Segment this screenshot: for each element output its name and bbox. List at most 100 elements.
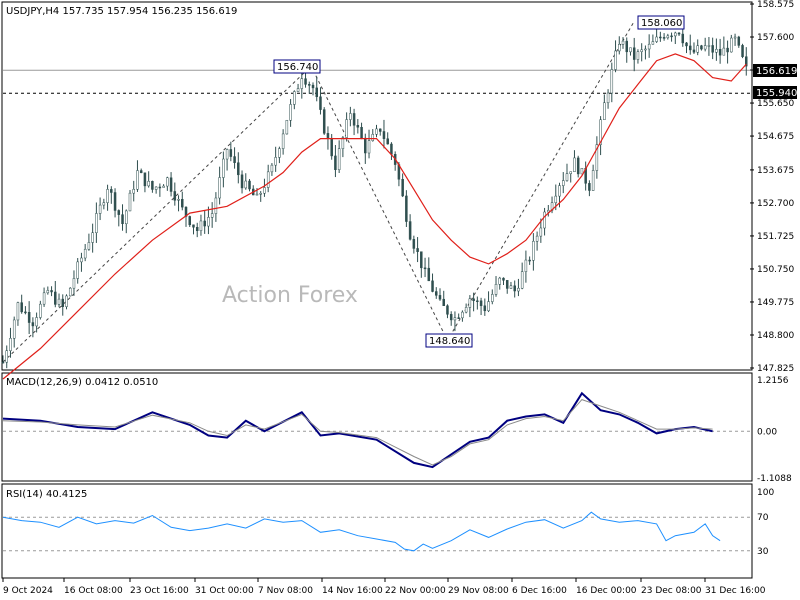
candle-body <box>644 48 647 51</box>
candle-body <box>210 213 214 218</box>
candle-body <box>345 119 348 138</box>
candle-body <box>427 267 431 282</box>
price-tick-label: 148.800 <box>757 331 794 341</box>
candle-body <box>677 32 681 35</box>
candle-body <box>610 69 614 94</box>
price-tick-label: 155.650 <box>757 99 794 109</box>
candle-body <box>513 285 516 292</box>
price-tick-label: 147.825 <box>757 364 794 374</box>
candle-body <box>326 133 330 139</box>
low-annotation-label: 148.640 <box>429 336 470 347</box>
candle-body <box>16 302 20 321</box>
peak-annotation-label: 156.740 <box>277 62 318 73</box>
macd-plot <box>2 391 750 469</box>
price-tick-label: 154.675 <box>757 132 794 142</box>
time-tick-label: 14 Nov 16:00 <box>322 586 383 596</box>
candle-body <box>31 322 35 327</box>
price-tick-label: 153.675 <box>757 166 794 176</box>
candle-body <box>468 298 472 308</box>
candle-body <box>65 295 68 307</box>
candle-body <box>416 248 419 252</box>
candle-body <box>528 259 531 262</box>
candle-body <box>625 40 628 53</box>
macd-panel-title: MACD(12,26,9) 0.0412 0.0510 <box>6 377 158 388</box>
candle-body <box>692 49 696 53</box>
candle-body <box>169 177 173 192</box>
candle-body <box>315 87 318 98</box>
candle-body <box>91 232 94 243</box>
candle-body <box>618 43 621 52</box>
candle-body <box>296 88 300 92</box>
price-tick-label: 151.725 <box>757 232 794 242</box>
candle-body <box>580 167 584 175</box>
candle-body <box>136 170 139 190</box>
zigzag-line <box>2 21 635 363</box>
candle-body <box>718 49 722 56</box>
candle-body <box>603 102 606 120</box>
time-tick-label: 23 Oct 16:00 <box>130 586 189 596</box>
watermark: Action Forex <box>222 283 358 308</box>
time-tick-label: 31 Oct 00:00 <box>195 586 254 596</box>
candle-body <box>547 210 550 213</box>
candle-body <box>543 211 546 229</box>
candle-body <box>5 350 8 363</box>
candle-body <box>244 180 248 189</box>
candle-body <box>199 220 203 231</box>
time-tick-label: 22 Nov 00:00 <box>385 586 446 596</box>
candle-body <box>1 361 5 364</box>
candle-body <box>57 298 61 305</box>
candle-body <box>722 47 726 56</box>
candle-body <box>248 180 251 190</box>
candle-body <box>375 128 378 135</box>
candle-body <box>218 177 221 199</box>
candle-body <box>237 162 240 176</box>
time-axis: 9 Oct 2024 16 Oct 08:00 23 Oct 16:00 31 Oct… <box>2 578 766 596</box>
candle-body <box>659 36 662 39</box>
candle-body <box>225 149 229 160</box>
candle-body <box>255 193 259 196</box>
candle-body <box>128 192 132 212</box>
candle-body <box>606 92 610 104</box>
candle-body <box>453 317 457 321</box>
main-panel-title: USDJPY,H4 157.735 157.954 156.235 156.61… <box>6 6 237 17</box>
candle-body <box>334 155 337 170</box>
macd-tick-label: -1.1088 <box>757 474 792 484</box>
candle-body <box>98 204 102 214</box>
candle-body <box>386 138 389 145</box>
peak-annotation: 156.740 <box>273 59 321 74</box>
candle-body <box>651 41 655 45</box>
level-tag: 155.940 <box>753 86 797 99</box>
candle-body <box>270 164 274 173</box>
candle-body <box>293 91 296 105</box>
candle-body <box>715 49 718 53</box>
candle-body <box>700 45 703 50</box>
candle-body <box>498 277 502 285</box>
candle-body <box>102 202 106 206</box>
candle-body <box>502 277 505 281</box>
candle-body <box>330 137 333 157</box>
candle-body <box>72 278 76 289</box>
candle-body <box>476 300 479 303</box>
main-plot <box>1 21 750 380</box>
candle-body <box>121 214 124 225</box>
candle-body <box>494 284 498 295</box>
candle-body <box>647 43 651 50</box>
candle-body <box>76 261 79 279</box>
candle-body <box>54 291 57 305</box>
candle-body <box>674 32 677 37</box>
time-tick-label: 23 Dec 08:00 <box>641 586 702 596</box>
candle-body <box>162 185 165 188</box>
candle-body <box>50 290 53 293</box>
macd-axis: 1.2156 0.00 -1.1088 <box>757 376 792 484</box>
price-tick-label: 158.575 <box>757 0 794 10</box>
candle-body <box>539 227 543 237</box>
candle-body <box>27 312 31 323</box>
candle-body <box>35 317 38 327</box>
candle-body <box>12 319 16 339</box>
candle-body <box>483 305 487 312</box>
time-tick-label: 29 Nov 08:00 <box>448 586 509 596</box>
candle-body <box>9 338 12 351</box>
candle-body <box>371 134 375 141</box>
time-tick-label: 7 Nov 08:00 <box>258 586 313 596</box>
candle-body <box>621 40 625 45</box>
